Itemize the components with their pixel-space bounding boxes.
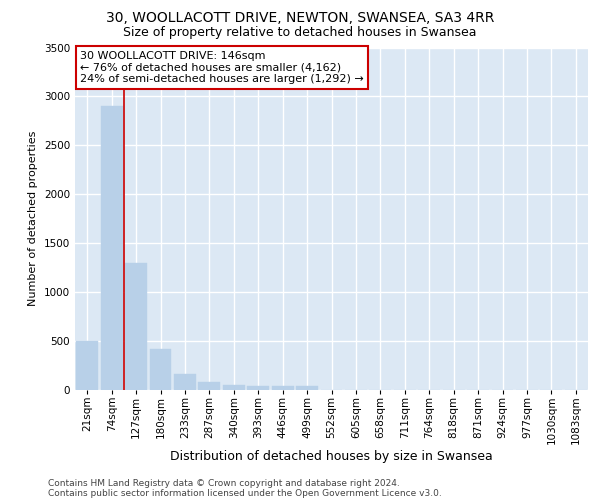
Bar (125, 263, 147, 390)
Bar (296, 386, 318, 390)
Bar (223, 385, 245, 390)
Text: Contains HM Land Registry data © Crown copyright and database right 2024.: Contains HM Land Registry data © Crown c… (48, 478, 400, 488)
Text: Contains public sector information licensed under the Open Government Licence v3: Contains public sector information licen… (48, 488, 442, 498)
Text: 30, WOOLLACOTT DRIVE, NEWTON, SWANSEA, SA3 4RR: 30, WOOLLACOTT DRIVE, NEWTON, SWANSEA, S… (106, 12, 494, 26)
Bar (101, 106, 122, 390)
Bar (149, 349, 172, 390)
Bar (199, 382, 220, 390)
Bar (174, 374, 196, 390)
Bar (76, 341, 98, 390)
X-axis label: Distribution of detached houses by size in Swansea: Distribution of detached houses by size … (170, 450, 493, 462)
Bar (272, 386, 293, 390)
Text: 30 WOOLLACOTT DRIVE: 146sqm
← 76% of detached houses are smaller (4,162)
24% of : 30 WOOLLACOTT DRIVE: 146sqm ← 76% of det… (80, 51, 364, 84)
Text: Size of property relative to detached houses in Swansea: Size of property relative to detached ho… (123, 26, 477, 39)
Y-axis label: Number of detached properties: Number of detached properties (28, 131, 38, 306)
Bar (247, 386, 269, 390)
